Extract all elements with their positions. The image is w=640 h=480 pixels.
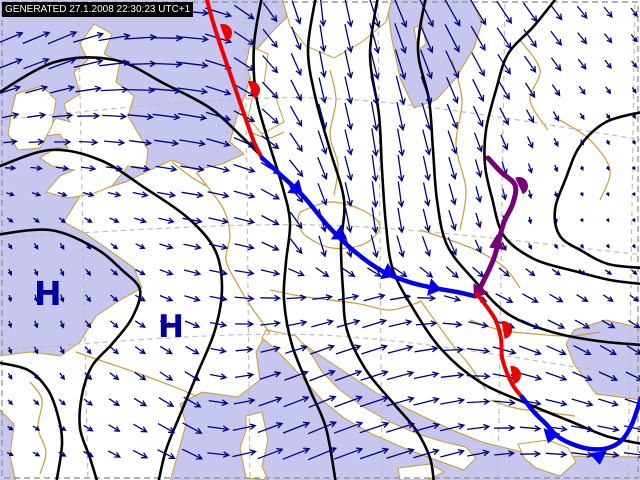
border-czech-ring (297, 201, 381, 250)
border-alps-south (269, 289, 421, 311)
cold-front-tri-marker (330, 224, 347, 240)
warm-front-dome-marker (219, 24, 232, 42)
warm-front-north-line (204, 0, 264, 160)
graticule-parallel (0, 224, 640, 256)
high-pressure-symbol: H (158, 309, 184, 345)
cold-front-south-line (519, 394, 640, 452)
occluded-front-dome-marker (515, 177, 528, 195)
land-ireland (7, 85, 57, 151)
cold-front-tri-marker (426, 278, 442, 296)
high-pressure-symbol: H (34, 274, 62, 313)
land-denmark (245, 45, 285, 135)
warm-front-south-line (475, 292, 524, 399)
border-baltic-states (519, 39, 549, 131)
border-france-east (195, 171, 271, 335)
isobar-line (0, 56, 264, 159)
front-layer (204, 0, 640, 465)
front-cold-front-main (259, 155, 477, 299)
graticule-meridian (627, 0, 636, 480)
graticule-parallel (0, 333, 640, 378)
isobar-line (0, 361, 64, 480)
isobar-line (0, 148, 224, 480)
cold-front-tri-marker (589, 450, 607, 465)
graticule-parallel (0, 97, 640, 140)
isobar-line (483, 0, 640, 286)
occluded-front-line (474, 155, 519, 297)
cold-front-tri-marker (287, 179, 303, 195)
warm-front-dome-marker (510, 366, 521, 384)
cold-front-tri-marker (543, 428, 561, 444)
border-balkans-west (419, 299, 487, 391)
front-warm-front-south (475, 292, 524, 399)
border-danube (469, 319, 601, 337)
isobar-line (416, 0, 640, 347)
border-east-europe (451, 59, 467, 231)
warm-front-dome-marker (247, 81, 260, 99)
occluded-front-tri-marker (489, 233, 505, 251)
generated-timestamp-label: GENERATED 27.1.2008 22:30:23 UTC+1 (2, 2, 194, 17)
isobar-line (306, 0, 435, 480)
graticule-meridian (77, 0, 89, 480)
isobar-line (0, 228, 142, 480)
border-netherlands (171, 161, 207, 187)
cold-front-tri-marker (380, 262, 396, 280)
isobar-line (368, 0, 640, 445)
front-warm-front-north (204, 0, 264, 160)
border-belarus-ukraine (559, 119, 611, 201)
sea-baltic-sea (385, 0, 483, 109)
land-corsica-sardinia (239, 411, 269, 480)
border-pyrenees (75, 351, 197, 397)
land-italy (261, 329, 477, 471)
warm-front-dome-marker (501, 321, 512, 339)
isobar-line (553, 111, 640, 270)
front-cold-front-south (519, 394, 640, 465)
land-greece (517, 439, 577, 477)
